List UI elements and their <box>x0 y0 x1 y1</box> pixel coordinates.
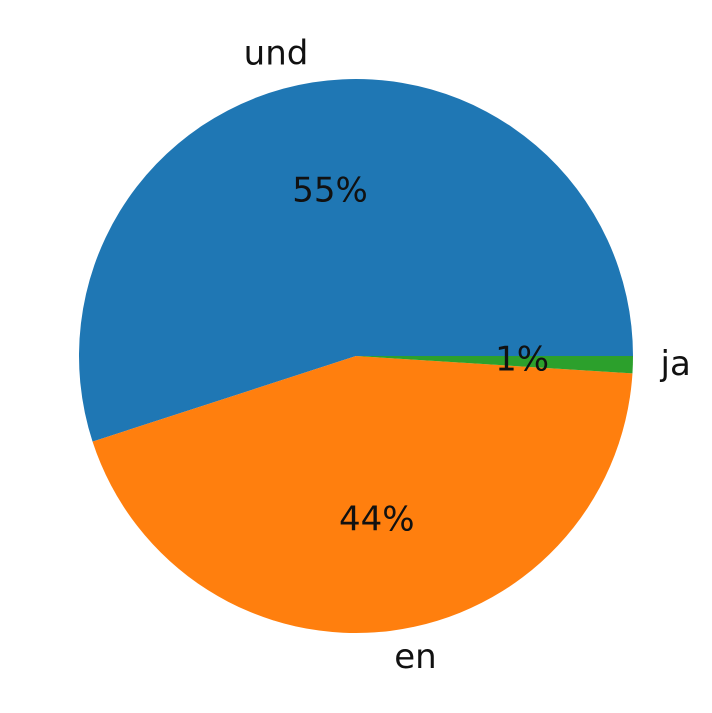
pie-percent-ja: 1% <box>495 340 549 380</box>
pie-slice-und <box>78 78 634 442</box>
pie-label-en: en <box>394 637 436 677</box>
pie-percent-en: 44% <box>339 499 415 539</box>
pie-label-ja: ja <box>660 344 691 384</box>
pie-slice-ja <box>356 356 633 374</box>
pie-slice-en <box>92 356 633 634</box>
pie-label-und: und <box>244 34 309 74</box>
pie-percent-und: 55% <box>292 170 368 210</box>
